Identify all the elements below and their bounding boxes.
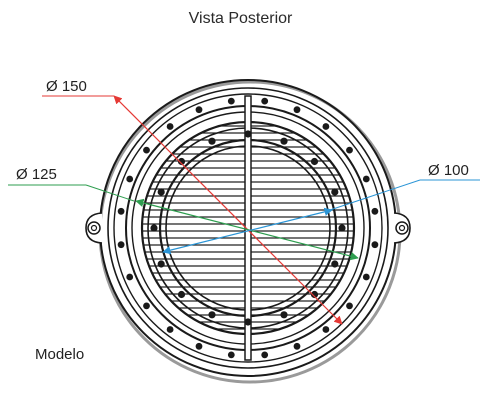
bolt-dot [195,342,203,350]
bolt-dot [261,351,269,359]
view-title: Vista Posterior [188,10,293,27]
bolt-dot [227,351,235,359]
bolt-dot [293,106,301,114]
bolt-dot [117,241,125,249]
bolt-dot [126,273,134,281]
bolt-dot [166,123,174,130]
bolt-dot [157,188,165,196]
bolt-dot [244,318,252,326]
dim-100-label: Ø 100 [428,162,469,179]
bolt-dot [143,146,150,154]
bolt-dot [157,260,165,268]
bolt-dot [280,311,288,319]
bolt-dot [331,260,339,268]
bolt-dot [331,188,339,196]
bolt-dot [126,175,134,183]
bolt-dot [322,123,330,130]
dim-100-line [162,179,480,255]
bolt-dot [362,175,370,183]
dim-125-label: Ø 125 [16,166,57,183]
bolt-dot [208,137,216,145]
bolt-dot [346,146,353,154]
bolt-dot [244,130,252,138]
bolt-dot [261,97,269,105]
bolt-dot [338,224,346,232]
bolt-dot [371,207,379,215]
dim-150-label: Ø 150 [46,78,87,95]
bolt-dot [293,342,301,350]
bolt-dot [195,106,203,114]
bolt-dot [310,157,319,166]
bolt-dot [322,326,330,333]
bolt-dot [150,224,158,232]
bolt-dot [177,290,186,299]
mounting-ear-right [393,212,411,244]
mounting-ear-left [85,212,103,244]
bolt-dot [208,311,216,319]
bolt-dot [371,241,379,249]
outer-ring-2 [107,87,389,369]
bolt-dot [166,326,174,333]
bolt-dot [117,207,125,215]
model-label: Modelo [35,346,85,363]
bolt-dot [227,97,235,105]
bolt-dot [346,302,353,310]
bolt-dot [143,302,150,310]
bolt-dot [280,137,288,145]
bolt-dot [362,273,370,281]
